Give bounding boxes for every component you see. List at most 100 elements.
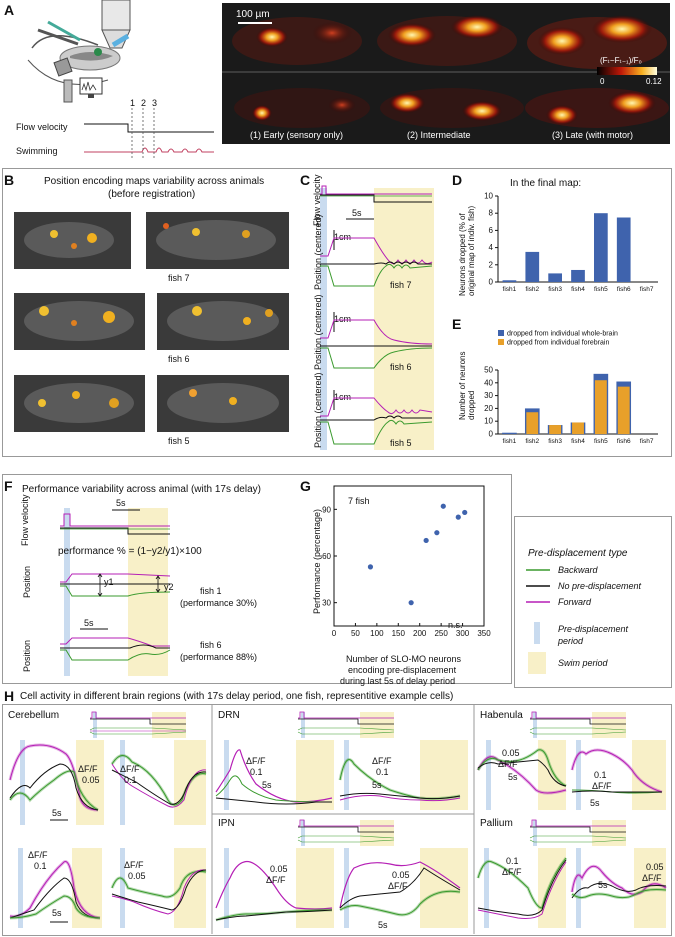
a-stage-1: (1) Early (sensory only) — [250, 130, 344, 140]
f-time-scale-bottom: 5s — [84, 618, 94, 628]
e-bar-forebrain — [572, 422, 584, 434]
h-pal2-time: 5s — [598, 880, 608, 890]
d-ytick-label: 8 — [489, 209, 494, 218]
e-ytick-label: 30 — [484, 391, 493, 400]
panel-f-label: F — [4, 478, 13, 494]
g-xlabel-3: during last 5s of delay period — [340, 676, 456, 686]
a-timing-diagram — [84, 108, 214, 160]
g-point — [462, 509, 468, 516]
c-fish-7: fish 7 — [390, 280, 412, 290]
b-brain-right-3 — [157, 375, 289, 432]
d-bar — [594, 213, 608, 282]
c-pos-scale-3: 1cm — [334, 392, 352, 402]
row-f-g-frame — [2, 474, 512, 684]
f-fish6-perf: (performance 88%) — [180, 652, 258, 662]
setup-illustration — [27, 0, 131, 103]
h-cb4-dff: ΔF/F — [124, 860, 144, 870]
e-ylabel: Number of neurons dropped — [458, 351, 476, 420]
h-drn2-dff: ΔF/F — [372, 756, 392, 766]
b-title-line1: Position encoding maps variability acros… — [44, 176, 265, 187]
d-xtick-label: fish5 — [594, 286, 608, 293]
d-xtick-label: fish6 — [617, 286, 631, 293]
d-xtick-label: fish4 — [571, 286, 585, 293]
f-y1: y1 — [104, 577, 114, 587]
h-region-pallium: Pallium — [480, 818, 513, 829]
legend-pre-period-1: Pre-displacement — [558, 624, 629, 634]
g-xtick-label: 350 — [477, 629, 491, 638]
g-point — [423, 537, 429, 544]
f-pos-trace-1 — [60, 573, 171, 597]
h-cb1-time: 5s — [52, 808, 62, 818]
h-cb3-dff: ΔF/F — [28, 850, 48, 860]
e-bar-whole — [502, 432, 517, 434]
h-pal1-scale: 0.1 — [506, 856, 519, 866]
c-flow-trace — [320, 185, 432, 203]
g-xtick-label: 0 — [332, 629, 337, 638]
panel-b-label: B — [4, 172, 15, 188]
h-protocol-ipn — [297, 819, 395, 846]
a-scalebar-label: 100 µm — [236, 9, 270, 20]
h-region-cerebellum: Cerebellum — [8, 710, 60, 721]
a-colorbar-min: 0 — [600, 77, 605, 86]
g-xtick-label: 50 — [351, 629, 360, 638]
b-brain-left-2 — [14, 293, 145, 350]
d-ytick-label: 0 — [489, 278, 494, 287]
c-pos-trace-3 — [320, 390, 433, 445]
e-ytick-label: 0 — [489, 430, 494, 439]
e-bar-forebrain — [549, 425, 562, 434]
activity-maps: 100 µm (Fₜ−Fₜ₋₁)/F₀ 0 0.12 (1) Early (se… — [222, 3, 670, 144]
d-bar — [525, 251, 540, 282]
h-cb4-scale: 0.05 — [128, 871, 146, 881]
legend-box — [514, 516, 672, 688]
h-ipn1-scale: 0.05 — [270, 864, 288, 874]
panel-h-label: H — [4, 688, 15, 704]
g-ytick-label: 90 — [322, 505, 331, 514]
h-title: Cell activity in different brain regions… — [20, 691, 454, 702]
h-cerebellum-cell-4 — [110, 848, 207, 928]
b-fish-5: fish 5 — [168, 436, 190, 446]
h-pal2-dff: ΔF/F — [642, 873, 662, 883]
legend-swim-period: Swim period — [558, 658, 608, 668]
d-ytick-label: 6 — [489, 226, 494, 235]
h-ipn-cell-1 — [215, 848, 334, 928]
e-xtick-label: fish3 — [548, 438, 562, 445]
g-point — [440, 503, 446, 509]
f-time-scale-top: 5s — [116, 498, 126, 508]
d-xtick-label: fish1 — [503, 286, 517, 293]
d-ytick-label: 2 — [489, 260, 494, 269]
c-time-scale: 5s — [352, 208, 362, 218]
h-dividers — [211, 704, 475, 934]
c-pos-trace-2 — [320, 312, 433, 369]
chart-g: 30 60 90 0 50 100 150 200 250 300 350 — [322, 485, 491, 638]
h-pal2-scale: 0.05 — [646, 862, 664, 872]
g-xlabel-2: encoding pre-displacement — [348, 665, 457, 675]
h-ipn2-time: 5s — [378, 920, 388, 930]
f-pos-label-1: Position — [22, 565, 32, 598]
g-point — [455, 514, 461, 520]
panel-e-label: E — [452, 316, 462, 332]
chart-e: dropped from individual whole-brain dropp… — [484, 330, 658, 445]
a-marker-1: 1 — [130, 98, 136, 108]
g-ns: n.s. — [448, 620, 463, 630]
d-xtick-label: fish3 — [548, 286, 562, 293]
a-colorbar-max: 0.12 — [646, 77, 662, 86]
h-cb2-scale: 0.1 — [124, 775, 137, 785]
a-marker-3: 3 — [152, 98, 158, 108]
h-drn1-scale: 0.1 — [250, 767, 263, 777]
e-ytick-label: 10 — [484, 417, 493, 426]
h-habenula-cell-1 — [476, 740, 567, 810]
c-shading — [320, 188, 434, 450]
panel-g-label: G — [300, 478, 311, 494]
legend-lines — [526, 569, 550, 674]
h-cerebellum-cell-2 — [110, 740, 207, 825]
f-pos-label-2: Position — [22, 639, 32, 672]
legend-backward: Backward — [558, 565, 598, 575]
h-drn1-dff: ΔF/F — [246, 756, 266, 766]
h-habenula-cell-2 — [570, 740, 666, 810]
h-region-ipn: IPN — [218, 818, 235, 829]
e-ytick-label: 20 — [484, 404, 493, 413]
a-colorbar-title: (Fₜ−Fₜ₋₁)/F₀ — [600, 56, 642, 65]
f-fish1: fish 1 — [200, 586, 222, 596]
c-pos-scale-1: 1cm — [334, 232, 352, 242]
legend-none: No pre-displacement — [558, 581, 642, 591]
